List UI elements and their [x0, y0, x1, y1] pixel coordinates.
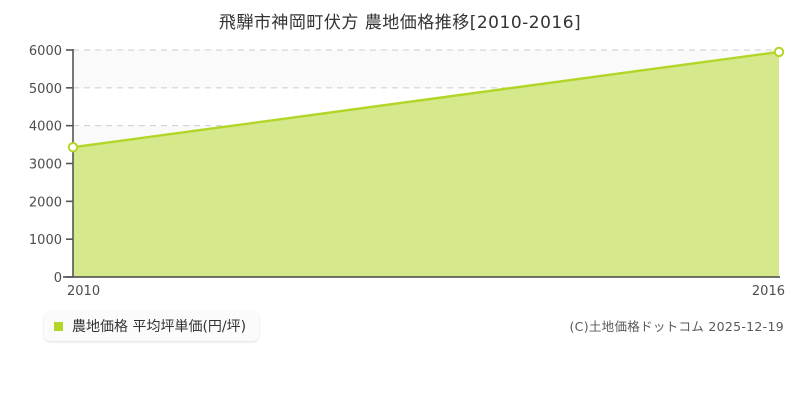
y-tick-label: 6000 [29, 44, 62, 59]
credit-text: (C)土地価格ドットコム 2025-12-19 [569, 319, 784, 334]
data-point-marker[interactable] [773, 46, 785, 58]
chart-title-main: 飛騨市神岡町伏方 農地価格推移 [218, 13, 470, 33]
legend-swatch-icon [54, 321, 63, 331]
x-axis-ticks: 2010 2016 [67, 284, 785, 299]
y-tick-label: 5000 [29, 82, 62, 97]
x-tick-label: 2016 [752, 284, 785, 299]
legend-label: 農地価格 平均坪単価(円/坪) [72, 319, 247, 335]
y-tick-label: 0 [54, 271, 62, 286]
x-tick-label: 2010 [67, 284, 100, 299]
chart-title: 飛騨市神岡町伏方 農地価格推移[2010-2016] [0, 8, 800, 33]
y-tick-label: 1000 [29, 233, 62, 248]
y-tick-label: 2000 [29, 195, 62, 210]
y-tick-label: 4000 [29, 120, 62, 135]
data-point-markers [67, 46, 785, 153]
y-axis-ticks: 0 1000 2000 3000 4000 5000 6000 [29, 44, 73, 286]
chart-legend[interactable]: 農地価格 平均坪単価(円/坪) [44, 311, 260, 341]
y-tick-label: 3000 [29, 158, 62, 173]
data-point-marker[interactable] [67, 142, 79, 153]
area-series [72, 50, 780, 278]
chart-title-range: [2010-2016] [469, 13, 582, 33]
